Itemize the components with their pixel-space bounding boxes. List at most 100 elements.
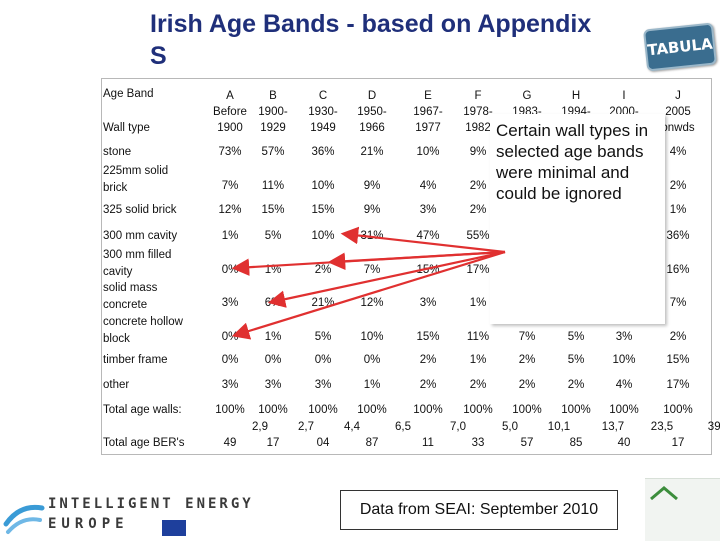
table-cell: 5% <box>264 230 282 242</box>
table-cell: 3% <box>264 379 282 391</box>
age-band-header: Age Band <box>103 88 154 100</box>
table-cell: 9% <box>469 146 487 158</box>
table-cell: 2% <box>567 379 585 391</box>
table-cell: 15% <box>416 331 440 343</box>
total-bers-bottom-cell: 57 <box>520 437 534 449</box>
table-cell: 15% <box>261 204 285 216</box>
total-bers-top-cell: 7,0 <box>450 421 466 433</box>
table-cell: 2% <box>518 379 536 391</box>
table-cell: 4% <box>669 146 687 158</box>
table-cell: 7% <box>669 297 687 309</box>
corner-decoration <box>645 478 720 541</box>
table-cell: 21% <box>360 146 384 158</box>
callout-box: Certain wall types in selected age bands… <box>490 114 665 324</box>
table-cell: 2% <box>419 354 437 366</box>
row-label-concrete-hollow-block: concrete hollow block <box>103 316 183 345</box>
table-cell: 36% <box>311 146 335 158</box>
table-cell: 12% <box>360 297 384 309</box>
table-cell: 31% <box>360 230 384 242</box>
table-cell: 10% <box>416 146 440 158</box>
total-bers-bottom-cell: 17 <box>671 437 685 449</box>
ie-swirl-icon <box>3 504 45 534</box>
total-walls-cell: 100% <box>463 404 493 416</box>
table-cell: 1% <box>469 354 487 366</box>
table-cell: 3% <box>419 204 437 216</box>
table-cell: 9% <box>363 180 381 192</box>
row-label-timber-frame: timber frame <box>103 354 168 366</box>
row-label-stone: stone <box>103 146 132 158</box>
total-walls-label: Total age walls: <box>103 404 182 416</box>
eu-flag-icon <box>162 520 186 536</box>
table-cell: 5% <box>314 331 332 343</box>
table-cell: 10% <box>311 180 335 192</box>
table-cell: 4% <box>615 379 633 391</box>
table-cell: 3% <box>419 297 437 309</box>
total-bers-top-cell: 6,5 <box>395 421 411 433</box>
col-header-c: C 1930- 1949 <box>308 90 338 134</box>
total-bers-top-cell: 10,1 <box>547 421 571 433</box>
col-header-b: B 1900- 1929 <box>258 90 288 134</box>
table-cell: 16% <box>666 264 690 276</box>
data-source-note: Data from SEAI: September 2010 <box>340 490 618 530</box>
table-cell: 2% <box>314 264 332 276</box>
table-cell: 1% <box>264 331 282 343</box>
total-bers-top-cell: 2,9 <box>252 421 268 433</box>
table-cell: 2% <box>469 180 487 192</box>
total-walls-cell: 100% <box>258 404 288 416</box>
total-bers-top-cell: 2,7 <box>298 421 314 433</box>
table-cell: 10% <box>311 230 335 242</box>
table-cell: 12% <box>218 204 242 216</box>
col-header-d: D 1950- 1966 <box>357 90 387 134</box>
total-walls-cell: 100% <box>561 404 591 416</box>
total-bers-top-cell: 23,5 <box>650 421 674 433</box>
total-bers-label: Total age BER's <box>103 437 185 449</box>
total-bers-bottom-cell: 49 <box>223 437 237 449</box>
table-cell: 10% <box>360 331 384 343</box>
table-cell: 3% <box>221 297 239 309</box>
table-cell: 11% <box>261 180 285 192</box>
col-header-e: E 1967- 1977 <box>413 90 443 134</box>
table-cell: 17% <box>666 379 690 391</box>
table-cell: 15% <box>416 264 440 276</box>
table-cell: 3% <box>615 331 633 343</box>
table-cell: 7% <box>363 264 381 276</box>
col-header-j: J 2005 onwds <box>661 90 695 134</box>
total-bers-bottom-cell: 85 <box>569 437 583 449</box>
table-cell: 73% <box>218 146 242 158</box>
table-cell: 10% <box>612 354 636 366</box>
row-label-225-solid-brick: 225mm solid brick <box>103 165 169 194</box>
table-cell: 2% <box>669 180 687 192</box>
table-cell: 0% <box>314 354 332 366</box>
callout-text: Certain wall types in selected age bands… <box>496 121 649 203</box>
row-label-other: other <box>103 379 130 391</box>
table-cell: 5% <box>567 354 585 366</box>
table-cell: 15% <box>666 354 690 366</box>
table-cell: 11% <box>466 331 490 343</box>
table-cell: 2% <box>469 204 487 216</box>
table-cell: 21% <box>311 297 335 309</box>
table-cell: 1% <box>264 264 282 276</box>
total-bers-top-cell: 13,7 <box>601 421 625 433</box>
table-cell: 7% <box>221 180 239 192</box>
table-cell: 1% <box>221 230 239 242</box>
col-header-a: A Before 1900 <box>213 90 247 134</box>
row-label-325-solid-brick: 325 solid brick <box>103 204 177 216</box>
table-cell: 57% <box>261 146 285 158</box>
slide-title: Irish Age Bands - based on Appendix S <box>150 10 592 70</box>
table-cell: 1% <box>669 204 687 216</box>
table-cell: 0% <box>221 354 239 366</box>
table-cell: 0% <box>264 354 282 366</box>
total-bers-bottom-cell: 17 <box>266 437 280 449</box>
table-cell: 5% <box>567 331 585 343</box>
table-cell: 3% <box>221 379 239 391</box>
table-cell: 0% <box>363 354 381 366</box>
table-cell: 2% <box>669 331 687 343</box>
total-walls-cell: 100% <box>215 404 245 416</box>
table-cell: 3% <box>314 379 332 391</box>
total-walls-cell: 100% <box>357 404 387 416</box>
row-label-300-cavity: 300 mm cavity <box>103 230 178 242</box>
col-header-f: F 1978- 1982 <box>463 90 493 134</box>
ie-line2: EUROPE <box>48 516 129 532</box>
table-cell: 36% <box>666 230 690 242</box>
intelligent-energy-europe-logo: INTELLIGENT ENERGY EUROPE <box>0 488 300 540</box>
